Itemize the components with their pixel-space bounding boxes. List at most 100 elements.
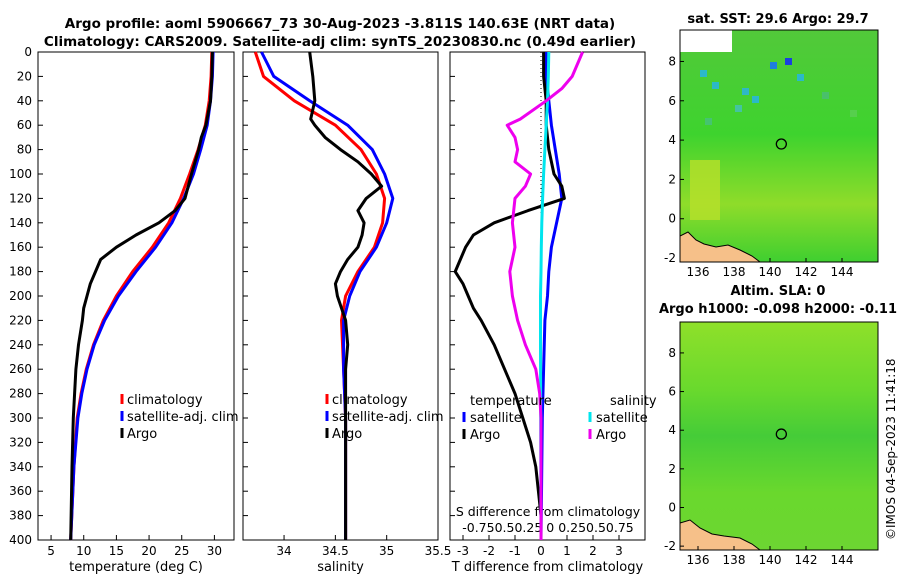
x-tick-label: 3 [615, 544, 623, 558]
y-tick-label: 40 [17, 94, 32, 108]
y-tick-label: 220 [9, 313, 32, 327]
series-line-argo [69, 51, 214, 541]
series-line-salinity-argo [505, 51, 584, 540]
legend-label: Argo [596, 428, 626, 443]
x-tick-label: -2 [483, 544, 495, 558]
sst-map-frame [679, 29, 879, 263]
sst-anomaly-cell [785, 58, 792, 65]
x-tick-label: 140 [759, 553, 782, 567]
x-tick-label: 35.5 [425, 544, 452, 558]
x-tick-label: 138 [723, 265, 746, 279]
sst-anomaly-cell [735, 105, 742, 112]
x-axis-label: salinity [317, 560, 364, 575]
s-difference-ticks: -0.750.50.25 0 0.250.50.75 [462, 520, 634, 535]
missing-data-patch [680, 30, 732, 52]
x-tick-label: 34.5 [322, 544, 349, 558]
y-tick-label: 400 [9, 533, 32, 547]
y-tick-label: 320 [9, 435, 32, 449]
y-tick-label: -2 [664, 539, 676, 553]
y-tick-label: 8 [668, 346, 676, 360]
warm-patch [690, 160, 720, 220]
x-axis-label: T difference from climatology [451, 560, 644, 575]
x-tick-label: 142 [795, 265, 818, 279]
legend-label: Argo [470, 428, 500, 443]
x-tick-label: 144 [831, 553, 854, 567]
y-tick-label: 2 [668, 172, 676, 186]
s-difference-label: S difference from climatology [456, 504, 641, 519]
x-tick-label: -1 [509, 544, 521, 558]
x-tick-label: 15 [109, 544, 124, 558]
y-tick-label: 2 [668, 462, 676, 476]
y-tick-label: 4 [668, 423, 676, 437]
legend-label: satellite [596, 411, 648, 426]
y-tick-label: 200 [9, 289, 32, 303]
y-tick-label: 280 [9, 387, 32, 401]
x-tick-label: 30 [207, 544, 222, 558]
legend-label: climatology [127, 393, 203, 408]
y-tick-label: 180 [9, 265, 32, 279]
legend-label: satellite [470, 411, 522, 426]
series-line-temperature-argo [453, 52, 566, 540]
y-tick-label: 260 [9, 362, 32, 376]
sst-map-title: sat. SST: 29.6 Argo: 29.7 [687, 12, 868, 27]
sst-anomaly-cell [770, 62, 777, 69]
y-tick-label: 300 [9, 411, 32, 425]
plot-frame [242, 51, 439, 541]
sla-map-title: Altim. SLA: 0 [731, 284, 826, 299]
x-tick-label: 25 [174, 544, 189, 558]
x-tick-label: 2 [589, 544, 597, 558]
sst-anomaly-cell [822, 92, 829, 99]
sst-map: 136 138 140 142 144 -2 0 2 4 6 8 [664, 29, 879, 279]
panel-difference: -3 -2 -1 0 1 2 3 T difference from climatology S… [449, 51, 657, 575]
x-tick-label: 1 [563, 544, 571, 558]
legend-label: satellite-adj. clim [127, 410, 239, 425]
sst-field [680, 30, 878, 262]
argo-float-marker [775, 428, 787, 440]
y-tick-label: 360 [9, 484, 32, 498]
y-tick-label: 380 [9, 509, 32, 523]
y-tick-label: 0 [24, 45, 32, 59]
x-tick-label: 20 [141, 544, 156, 558]
y-tick-label: 80 [17, 143, 32, 157]
x-tick-label: 10 [76, 544, 91, 558]
sst-anomaly-cell [752, 96, 759, 103]
new-guinea-coast [679, 519, 762, 551]
legend-head-temperature: temperature [470, 394, 552, 409]
y-tick-label: 20 [17, 69, 32, 83]
y-tick-label: 8 [668, 54, 676, 68]
panel-temperature: 0 20 40 60 80 100 120 140 160 180 200 220 240 260 280 3… [9, 45, 239, 575]
sst-anomaly-cell [712, 82, 719, 89]
series-line-temperature-satellite [539, 52, 564, 541]
y-tick-label: 6 [668, 385, 676, 399]
sst-anomaly-cell [850, 110, 857, 117]
imos-timestamp: ©IMOS 04-Sep-2023 11:41:18 [884, 358, 898, 540]
figure-title-line1: Argo profile: aoml 5906667_73 30-Aug-202… [65, 16, 615, 32]
legend-head-salinity: salinity [610, 394, 657, 409]
panel-salinity: 34 34.5 35 35.5 salinity climatology satellite… [242, 51, 452, 575]
x-tick-label: 136 [687, 553, 710, 567]
sst-anomaly-cell [797, 74, 804, 81]
y-tick-label: 0 [668, 212, 676, 226]
y-tick-label: 0 [668, 500, 676, 514]
x-tick-label: 136 [687, 265, 710, 279]
legend-label: satellite-adj. clim [332, 410, 444, 425]
y-tick-label: 120 [9, 191, 32, 205]
x-tick-label: 140 [759, 265, 782, 279]
series-line-salinity-satellite [539, 51, 551, 541]
y-tick-label: 4 [668, 133, 676, 147]
sla-field [680, 322, 878, 550]
y-tick-label: 240 [9, 338, 32, 352]
x-tick-label: -3 [457, 544, 469, 558]
x-tick-label: 35 [379, 544, 394, 558]
legend-label: Argo [332, 427, 362, 442]
y-tick-label: 160 [9, 240, 32, 254]
argo-float-marker [775, 138, 787, 150]
figure-title-line2: Climatology: CARS2009. Satellite-adj cli… [44, 34, 636, 50]
y-tick-label: 60 [17, 118, 32, 132]
series-line-argo [308, 51, 384, 540]
x-axis-label: temperature (deg C) [69, 560, 203, 575]
sla-map: 136 138 140 142 144 -2 0 2 4 6 8 [664, 321, 879, 567]
legend-label: climatology [332, 393, 408, 408]
x-tick-label: 138 [723, 553, 746, 567]
